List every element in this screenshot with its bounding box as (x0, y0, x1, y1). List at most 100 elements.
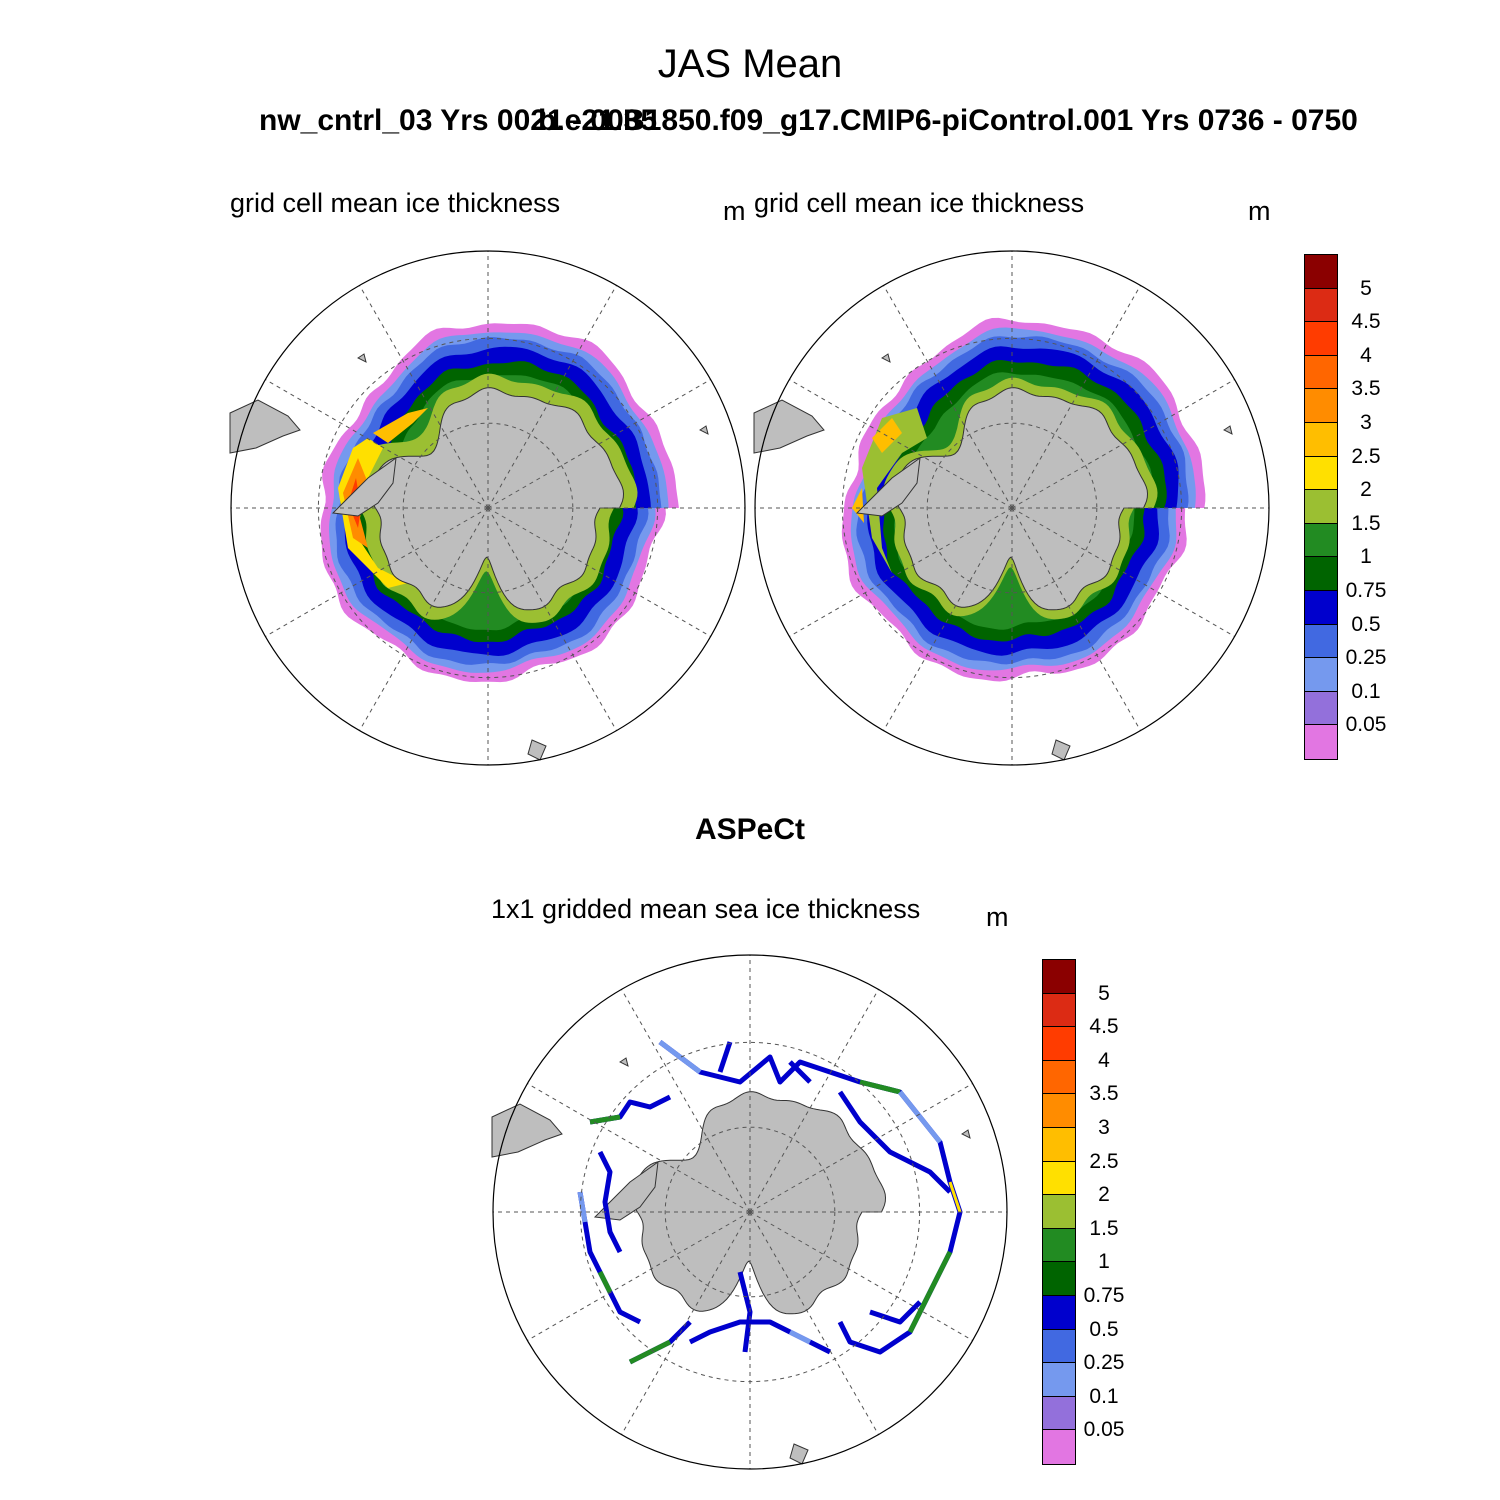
colorbar-label: 4.5 (1089, 1015, 1119, 1039)
colorbar-label: 3 (1098, 1116, 1110, 1139)
colorbar-swatch (1043, 993, 1075, 1028)
observation-title: ASPeCt (694, 813, 806, 846)
colorbar-label: 3.5 (1089, 1082, 1119, 1106)
meridian-line (621, 989, 751, 1213)
colorbar-swatch (1305, 523, 1337, 558)
ship-track-segment (628, 1339, 672, 1365)
panel-2-subtitle: grid cell mean ice thickness (754, 188, 1085, 218)
island-landmass (357, 353, 367, 363)
antarctic-peninsula (331, 456, 397, 517)
meridian-line (487, 507, 617, 731)
colorbar-label: 2.5 (1351, 444, 1381, 468)
meridian-line (1011, 507, 1235, 637)
colorbar-swatch (1043, 1195, 1075, 1229)
panel-2-units: m (1248, 196, 1271, 226)
colorbar-label: 4 (1360, 343, 1372, 367)
colorbar-label: 1.5 (1089, 1216, 1119, 1240)
colorbar-swatch (1043, 1396, 1075, 1431)
colorbar-label: 1.5 (1351, 511, 1381, 535)
south-america-landmass (229, 399, 301, 454)
observation-ship-tracks (577, 1040, 963, 1365)
island-landmass (1223, 425, 1233, 435)
panel-1-units: m (723, 196, 746, 226)
south-america-landmass (491, 1103, 563, 1158)
case-a-label: nw_cntrl_03 Yrs 0021 - 0035 (259, 104, 658, 137)
antarctica-landmass (892, 387, 1149, 611)
observation-subtitle: 1x1 gridded mean sea ice thickness (491, 894, 921, 924)
island-landmass (881, 353, 891, 363)
colorbar-label: 2.5 (1089, 1149, 1119, 1173)
meridian-line (749, 1211, 973, 1341)
ship-track (597, 1150, 623, 1254)
meridian-line (883, 285, 1013, 509)
meridian-line (527, 1211, 751, 1341)
colorbar-label: 0.25 (1345, 646, 1387, 670)
panel-2-graticule (755, 251, 1269, 765)
colorbar-swatch (1305, 557, 1337, 591)
ice-thick-patch (862, 408, 927, 573)
colorbar-label: 5 (1360, 276, 1372, 300)
ship-track-segment (859, 1079, 901, 1095)
ship-track (869, 1300, 922, 1325)
antarctica-landmass (368, 387, 625, 611)
meridian-line (749, 989, 879, 1213)
ship-track (717, 1041, 733, 1073)
colorbar-swatch (1043, 1094, 1075, 1128)
colorbar-label: 0.05 (1083, 1418, 1125, 1442)
colorbar-swatch (1043, 1262, 1075, 1296)
meridian-line (359, 507, 489, 731)
ship-track-segment (907, 1290, 933, 1334)
observation-graticule (493, 955, 1007, 1469)
colorbar-swatch (1043, 1430, 1075, 1464)
observation-map (491, 954, 1008, 1470)
colorbar-swatch (1305, 725, 1337, 759)
antarctica-landmass (630, 1091, 887, 1315)
ship-track-segment (589, 1114, 621, 1125)
meridian-line (265, 507, 489, 637)
observation-map-border (492, 954, 1008, 1470)
latitude-circle (402, 422, 574, 594)
colorbar-label: 2 (1098, 1183, 1110, 1207)
panel-1-subtitle: grid cell mean ice thickness (230, 188, 561, 218)
colorbar-swatch (1305, 355, 1337, 390)
colorbar-swatch (1305, 624, 1337, 659)
island-landmass (619, 1057, 629, 1067)
colorbar-swatch (1043, 1161, 1075, 1196)
meridian-line (789, 507, 1013, 637)
colorbar-label: 2 (1360, 478, 1372, 502)
colorbar-top (1304, 254, 1338, 760)
ice-thick-patch (852, 488, 864, 523)
colorbar-label: 0.5 (1089, 1317, 1119, 1341)
colorbar-label: 0.1 (1089, 1384, 1119, 1408)
meridian-line (1011, 285, 1141, 509)
colorbar-swatch (1305, 691, 1337, 726)
colorbar-label: 1 (1098, 1250, 1110, 1274)
colorbar-label: 3 (1360, 411, 1372, 434)
colorbar-swatch (1305, 658, 1337, 692)
colorbar-swatch (1305, 389, 1337, 423)
ship-track-segment (948, 1181, 962, 1213)
meridian-line (487, 379, 711, 509)
colorbar-swatch (1043, 1027, 1075, 1061)
meridian-line (265, 379, 489, 509)
colorbar-label: 0.75 (1083, 1284, 1125, 1307)
ship-track-segment (927, 1250, 953, 1294)
ice-thick-patch (373, 408, 428, 443)
observation-units: m (986, 902, 1009, 932)
meridian-line (749, 1083, 973, 1213)
colorbar-swatch (1305, 322, 1337, 356)
colorbar-swatch (1043, 1060, 1075, 1095)
colorbar-label: 0.25 (1083, 1351, 1125, 1375)
colorbar-swatch (1305, 590, 1337, 625)
case-b-label: b.e21.B1850.f09_g17.CMIP6-piControl.001 … (538, 104, 1358, 137)
panel-2-map (753, 250, 1270, 766)
colorbar-label: 5 (1098, 981, 1110, 1005)
meridian-line (883, 507, 1013, 731)
colorbar-swatch (1305, 456, 1337, 491)
island-landmass (961, 1129, 971, 1139)
colorbar-label: 0.1 (1351, 679, 1381, 703)
colorbar-swatch (1305, 490, 1337, 524)
latitude-circle (926, 422, 1098, 594)
colorbar-label: 3.5 (1351, 377, 1381, 401)
meridian-line (749, 1211, 879, 1435)
